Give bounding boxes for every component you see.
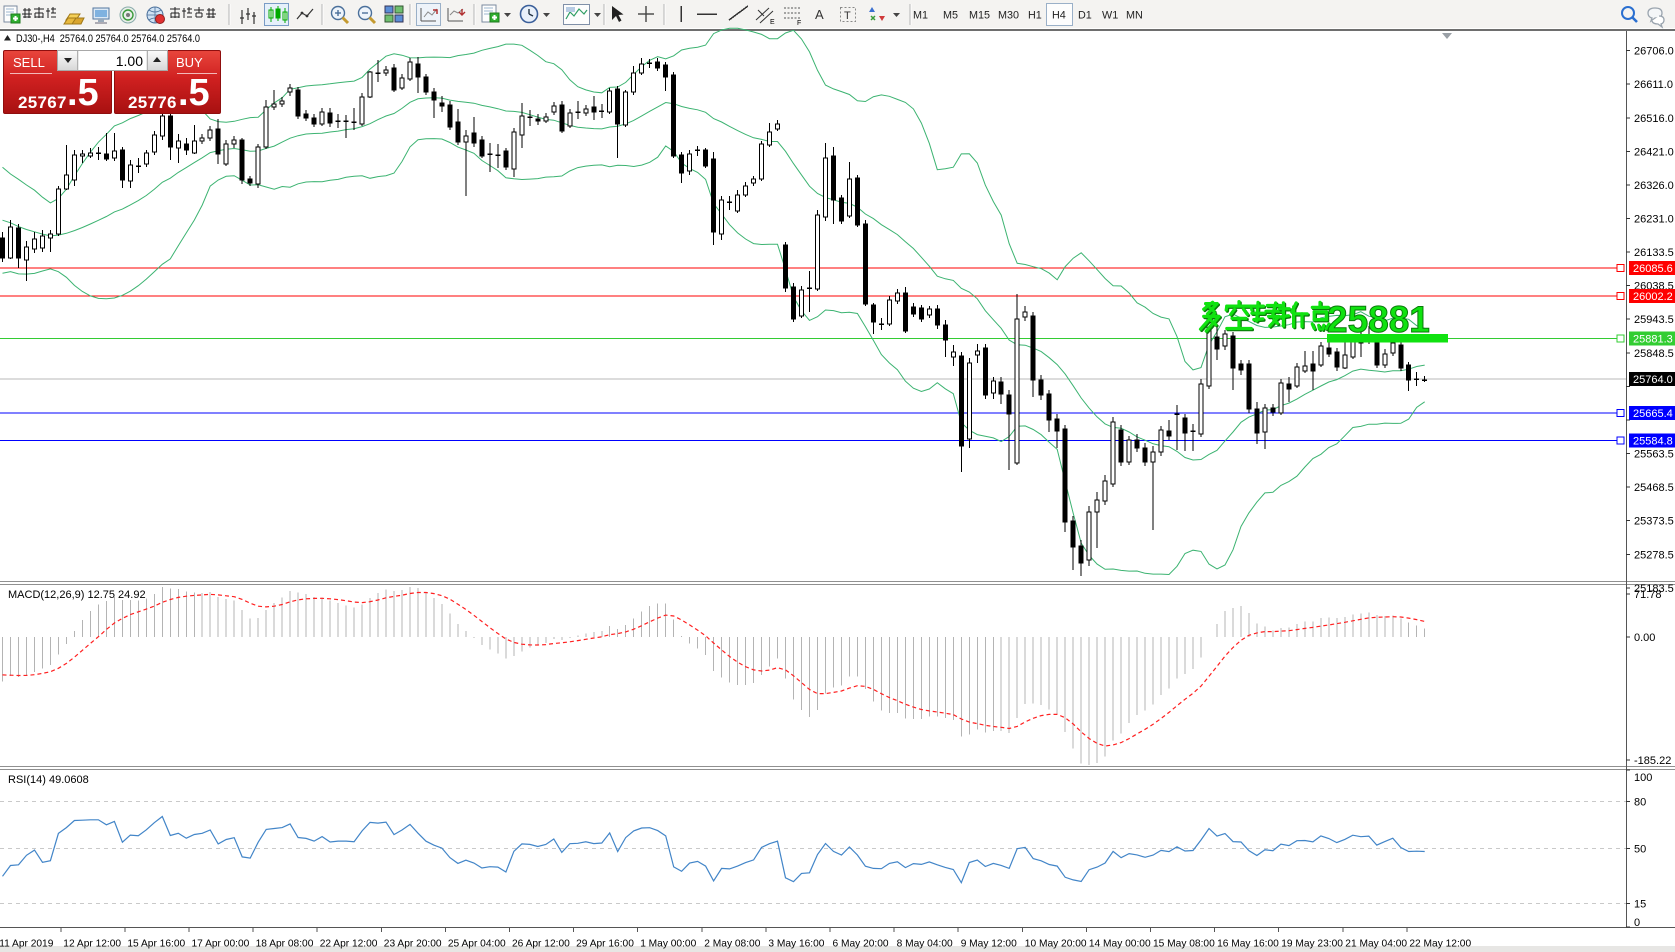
svg-text:25 Apr 04:00: 25 Apr 04:00	[448, 939, 506, 950]
svg-text:M5: M5	[943, 10, 958, 22]
svg-text:18 Apr 08:00: 18 Apr 08:00	[256, 939, 314, 950]
svg-text:-185.22: -185.22	[1634, 755, 1671, 767]
svg-text:T: T	[844, 10, 851, 22]
svg-text:26085.6: 26085.6	[1633, 263, 1673, 275]
svg-text:F: F	[797, 20, 801, 27]
svg-text:8 May 04:00: 8 May 04:00	[897, 939, 953, 950]
svg-text:23 Apr 20:00: 23 Apr 20:00	[384, 939, 442, 950]
svg-text:26326.0: 26326.0	[1634, 180, 1674, 192]
svg-text:MACD(12,26,9) 12.75 24.92: MACD(12,26,9) 12.75 24.92	[8, 589, 146, 601]
svg-text:25665.4: 25665.4	[1633, 408, 1673, 420]
svg-text:DJ30-,H4 25764.0 25764.0 2576: DJ30-,H4 25764.0 25764.0 25764.0 25764.0	[16, 33, 200, 45]
svg-text:25468.5: 25468.5	[1634, 482, 1674, 494]
svg-text:12 Apr 12:00: 12 Apr 12:00	[63, 939, 121, 950]
svg-text:25373.5: 25373.5	[1634, 516, 1674, 528]
svg-text:26002.2: 26002.2	[1633, 291, 1673, 303]
svg-text:25278.5: 25278.5	[1634, 549, 1674, 561]
svg-text:25943.5: 25943.5	[1634, 314, 1674, 326]
svg-text:11 Apr 2019: 11 Apr 2019	[0, 939, 54, 950]
svg-text:M30: M30	[998, 10, 1019, 22]
svg-text:15: 15	[1634, 898, 1646, 910]
svg-text:14 May 00:00: 14 May 00:00	[1089, 939, 1151, 950]
svg-text:RSI(14) 49.0608: RSI(14) 49.0608	[8, 774, 89, 786]
svg-text:15 May 08:00: 15 May 08:00	[1153, 939, 1215, 950]
svg-text:25848.5: 25848.5	[1634, 348, 1674, 360]
svg-text:25881.3: 25881.3	[1633, 334, 1673, 346]
svg-text:21 May 04:00: 21 May 04:00	[1345, 939, 1407, 950]
svg-text:25563.5: 25563.5	[1634, 449, 1674, 461]
svg-text:W1: W1	[1102, 10, 1118, 22]
svg-text:25183.5: 25183.5	[1634, 583, 1674, 595]
svg-text:22 Apr 12:00: 22 Apr 12:00	[320, 939, 378, 950]
svg-text:19 May 23:00: 19 May 23:00	[1281, 939, 1343, 950]
svg-text:80: 80	[1634, 796, 1646, 808]
svg-text:25584.8: 25584.8	[1633, 436, 1673, 448]
svg-text:H4: H4	[1052, 10, 1066, 22]
svg-text:25881: 25881	[1327, 299, 1430, 340]
svg-text:22 May 12:00: 22 May 12:00	[1409, 939, 1471, 950]
svg-text:25764.0: 25764.0	[1633, 374, 1673, 386]
svg-text:H1: H1	[1028, 10, 1042, 22]
svg-text:1 May 00:00: 1 May 00:00	[640, 939, 696, 950]
svg-text:26421.0: 26421.0	[1634, 146, 1674, 158]
svg-text:26516.0: 26516.0	[1634, 113, 1674, 125]
svg-text:A: A	[815, 7, 824, 22]
svg-text:M15: M15	[969, 10, 990, 22]
svg-text:26706.0: 26706.0	[1634, 46, 1674, 58]
svg-text:10 May 20:00: 10 May 20:00	[1025, 939, 1087, 950]
svg-text:15 Apr 16:00: 15 Apr 16:00	[127, 939, 185, 950]
svg-text:26 Apr 12:00: 26 Apr 12:00	[512, 939, 570, 950]
svg-text:100: 100	[1634, 772, 1652, 784]
svg-text:M1: M1	[913, 10, 928, 22]
svg-text:29 Apr 16:00: 29 Apr 16:00	[576, 939, 634, 950]
svg-text:0: 0	[1634, 917, 1640, 929]
svg-text:D1: D1	[1078, 10, 1092, 22]
svg-text:E: E	[770, 19, 775, 26]
svg-text:26133.5: 26133.5	[1634, 247, 1674, 259]
svg-text:50: 50	[1634, 844, 1646, 856]
svg-text:71.78: 71.78	[1634, 589, 1662, 601]
svg-text:17 Apr 00:00: 17 Apr 00:00	[192, 939, 250, 950]
svg-text:26231.0: 26231.0	[1634, 214, 1674, 226]
svg-text:6 May 20:00: 6 May 20:00	[833, 939, 889, 950]
svg-text:2 May 08:00: 2 May 08:00	[704, 939, 760, 950]
svg-text:3 May 16:00: 3 May 16:00	[768, 939, 824, 950]
svg-text:0.00: 0.00	[1634, 632, 1655, 644]
svg-text:16 May 16:00: 16 May 16:00	[1217, 939, 1279, 950]
svg-text:MN: MN	[1126, 10, 1143, 22]
svg-text:9 May 12:00: 9 May 12:00	[961, 939, 1017, 950]
svg-text:26611.0: 26611.0	[1634, 79, 1673, 91]
